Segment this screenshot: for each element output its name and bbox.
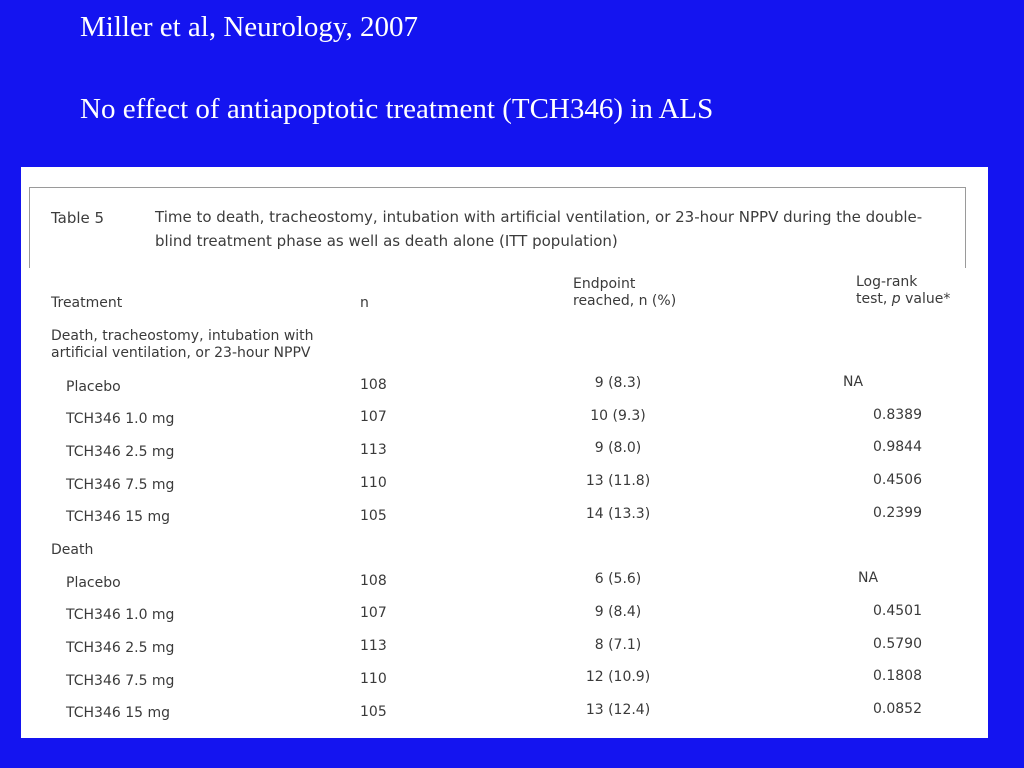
group-title-line1: Death, tracheostomy, intubation with <box>51 328 314 344</box>
table-row-treatment: TCH346 1.0 mg <box>66 411 175 427</box>
table-row-p: 0.1808 <box>873 668 922 684</box>
header-endpoint-line2: reached, n (%) <box>573 293 677 309</box>
table-row-n: 113 <box>360 638 387 654</box>
header-logrank: Log-rank test, p value* <box>856 274 950 308</box>
table-row-endpoint: 10 (9.3) <box>590 408 646 424</box>
group-title-death: Death <box>51 542 93 559</box>
header-logrank-suffix: value* <box>900 291 951 307</box>
table-row-p: 0.5790 <box>873 636 922 652</box>
table-row-treatment: TCH346 7.5 mg <box>66 673 175 689</box>
table-row-endpoint: 8 (7.1) <box>594 637 642 653</box>
table-row-p: 0.9844 <box>873 439 922 455</box>
table-row-endpoint: 9 (8.3) <box>594 375 642 391</box>
header-logrank-p: p <box>891 291 901 307</box>
group-title-line2: artificial ventilation, or 23-hour NPPV <box>51 345 311 361</box>
scanned-table: Table 5 Time to death, tracheostomy, int… <box>21 167 988 738</box>
group-title-line1: Death <box>51 542 94 558</box>
table-row-endpoint: 9 (8.4) <box>594 604 642 620</box>
header-logrank-prefix: test, <box>856 291 892 307</box>
table-label: Table 5 <box>51 209 105 227</box>
table-row-treatment: Placebo <box>66 575 121 591</box>
table-row-treatment: TCH346 15 mg <box>66 705 170 721</box>
table-row-n: 108 <box>360 377 387 393</box>
slide-title-finding: No effect of antiapoptotic treatment (TC… <box>80 93 714 125</box>
table-row-treatment: TCH346 7.5 mg <box>66 477 175 493</box>
table-row-p: 0.4501 <box>873 603 922 619</box>
table-row-treatment: TCH346 15 mg <box>66 509 170 525</box>
table-row-n: 105 <box>360 704 387 720</box>
table-row-n: 110 <box>360 475 387 491</box>
header-logrank-line1: Log-rank <box>856 274 918 290</box>
table-row-treatment: TCH346 1.0 mg <box>66 607 175 623</box>
table-row-p: 0.4506 <box>873 472 922 488</box>
table-row-n: 108 <box>360 573 387 589</box>
header-treatment: Treatment <box>51 295 123 311</box>
table-row-n: 105 <box>360 508 387 524</box>
header-endpoint-line1: Endpoint <box>573 276 636 292</box>
table-row-endpoint: 9 (8.0) <box>594 440 642 456</box>
table-caption: Time to death, tracheostomy, intubation … <box>155 208 923 250</box>
table-row-treatment: TCH346 2.5 mg <box>66 444 175 460</box>
table-row-endpoint: 14 (13.3) <box>585 506 651 522</box>
header-endpoint: Endpoint reached, n (%) <box>573 276 676 310</box>
table-row-p: NA <box>858 570 879 586</box>
table-row-treatment: TCH346 2.5 mg <box>66 640 175 656</box>
table-row-endpoint: 13 (12.4) <box>585 702 651 718</box>
table-row-endpoint: 13 (11.8) <box>585 473 651 489</box>
table-row-n: 107 <box>360 409 387 425</box>
table-row-p: 0.2399 <box>873 505 922 521</box>
header-logrank-line2: test, p value* <box>856 291 950 308</box>
table-row-p: 0.8389 <box>873 407 922 423</box>
table-row-n: 110 <box>360 671 387 687</box>
header-n: n <box>360 295 369 311</box>
table-row-p: 0.0852 <box>873 701 922 717</box>
table-row-endpoint: 6 (5.6) <box>594 571 642 587</box>
table-row-treatment: Placebo <box>66 379 121 395</box>
table-row-endpoint: 12 (10.9) <box>585 669 651 685</box>
table-row-n: 107 <box>360 605 387 621</box>
group-title-composite: Death, tracheostomy, intubation with art… <box>51 328 314 362</box>
table-row-n: 113 <box>360 442 387 458</box>
table-row-p: NA <box>843 374 864 390</box>
table-frame <box>29 187 966 268</box>
slide-title-citation: Miller et al, Neurology, 2007 <box>80 11 418 43</box>
